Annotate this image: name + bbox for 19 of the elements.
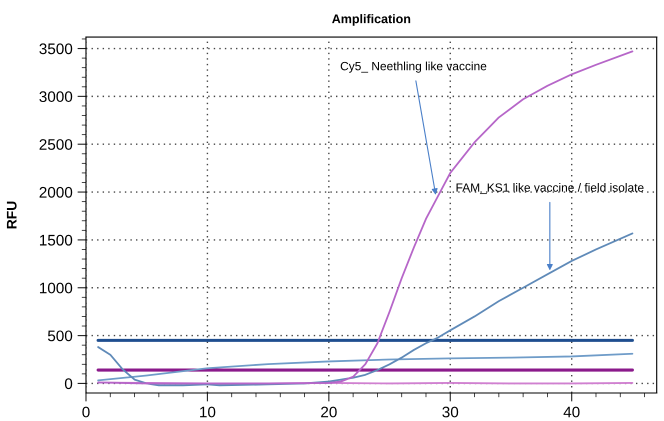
chart-title: Amplification	[332, 14, 410, 26]
y-tick-label: 2500	[40, 139, 72, 150]
annotation: FAM_KS1 like vaccine / field isolate	[456, 183, 644, 194]
y-tick-label: 2000	[40, 186, 72, 198]
x-tick-label: 30	[442, 406, 458, 418]
line-series	[97, 352, 634, 382]
x-tick-label: 20	[321, 406, 337, 418]
annotation: Cy5_ Neethling like vaccine	[340, 62, 486, 73]
y-tick-label: 500	[48, 330, 72, 342]
y-tick-label: 3000	[39, 91, 72, 102]
y-tick-label: 3500	[39, 43, 72, 54]
y-axis-title: RFU	[6, 202, 17, 228]
y-tick-label: 1000	[40, 282, 72, 294]
x-tick-label: 10	[200, 406, 216, 418]
line-series	[97, 232, 634, 386]
x-tick-label: 40	[564, 406, 580, 418]
x-tick-label: 0	[82, 406, 90, 418]
y-tick-label: 1500	[40, 234, 72, 246]
y-tick-label: 0	[64, 378, 72, 390]
